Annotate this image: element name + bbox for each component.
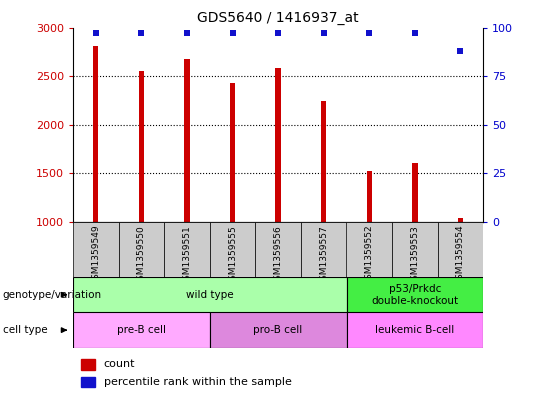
Text: GSM1359551: GSM1359551 (183, 225, 191, 286)
Text: GSM1359556: GSM1359556 (274, 225, 282, 286)
Bar (347, 312, 483, 348)
Text: GSM1359549: GSM1359549 (91, 225, 100, 285)
Bar (458, 218, 463, 222)
Bar (275, 68, 281, 222)
Bar (164, 222, 210, 277)
Bar (118, 222, 164, 277)
Text: GSM1359557: GSM1359557 (319, 225, 328, 286)
Bar (347, 222, 392, 277)
Text: GSM1359552: GSM1359552 (365, 225, 374, 285)
Bar (367, 171, 372, 222)
Bar (392, 222, 438, 277)
Text: genotype/variation: genotype/variation (3, 290, 102, 300)
Bar (301, 222, 347, 277)
Bar (255, 222, 301, 277)
Text: leukemic B-cell: leukemic B-cell (375, 325, 455, 335)
Bar (139, 71, 144, 222)
Text: count: count (104, 359, 135, 369)
Text: GSM1359550: GSM1359550 (137, 225, 146, 286)
Text: pre-B cell: pre-B cell (117, 325, 166, 335)
Text: GSM1359553: GSM1359553 (410, 225, 420, 286)
Bar (81, 359, 96, 369)
Text: cell type: cell type (3, 325, 48, 335)
Bar (210, 312, 347, 348)
Bar (347, 277, 483, 312)
Bar (184, 59, 190, 222)
Text: GSM1359554: GSM1359554 (456, 225, 465, 285)
Title: GDS5640 / 1416937_at: GDS5640 / 1416937_at (197, 11, 359, 25)
Text: GSM1359555: GSM1359555 (228, 225, 237, 286)
Bar (412, 163, 417, 222)
Text: p53/Prkdc
double-knockout: p53/Prkdc double-knockout (372, 284, 458, 305)
Bar (210, 222, 255, 277)
Text: wild type: wild type (186, 290, 233, 300)
Bar (230, 83, 235, 222)
Bar (438, 222, 483, 277)
Bar (93, 46, 98, 222)
Bar (321, 101, 327, 222)
Bar (73, 222, 118, 277)
Bar (73, 312, 210, 348)
Text: percentile rank within the sample: percentile rank within the sample (104, 377, 292, 387)
Bar (73, 277, 347, 312)
Bar (81, 376, 96, 387)
Text: pro-B cell: pro-B cell (253, 325, 303, 335)
